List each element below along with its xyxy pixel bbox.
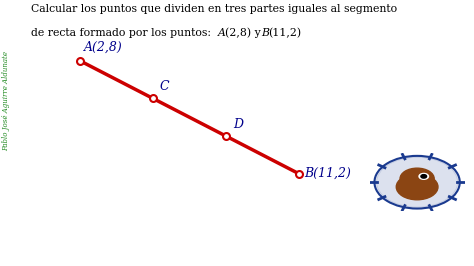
Text: Calcular los puntos que dividen en tres partes iguales al segmento: Calcular los puntos que dividen en tres …: [31, 4, 397, 14]
Text: (2,8) y: (2,8) y: [225, 28, 264, 39]
Text: C: C: [160, 80, 170, 93]
Text: B: B: [261, 28, 269, 38]
Text: de recta formado por los puntos:: de recta formado por los puntos:: [31, 28, 214, 38]
Circle shape: [400, 168, 434, 189]
Circle shape: [421, 174, 427, 178]
Text: (11,2): (11,2): [268, 28, 301, 38]
Text: A: A: [218, 28, 226, 38]
Circle shape: [396, 174, 438, 200]
Text: Pablo José Aguirre Aldunate: Pablo José Aguirre Aldunate: [2, 51, 9, 151]
Text: GEOMETRÍA ANALÍTICA: GEOMETRÍA ANALÍTICA: [105, 232, 312, 248]
Circle shape: [419, 173, 428, 179]
Text: B(11,2): B(11,2): [304, 167, 351, 180]
Text: D: D: [233, 118, 243, 131]
Text: A(2,8): A(2,8): [84, 41, 123, 54]
Circle shape: [376, 157, 458, 207]
